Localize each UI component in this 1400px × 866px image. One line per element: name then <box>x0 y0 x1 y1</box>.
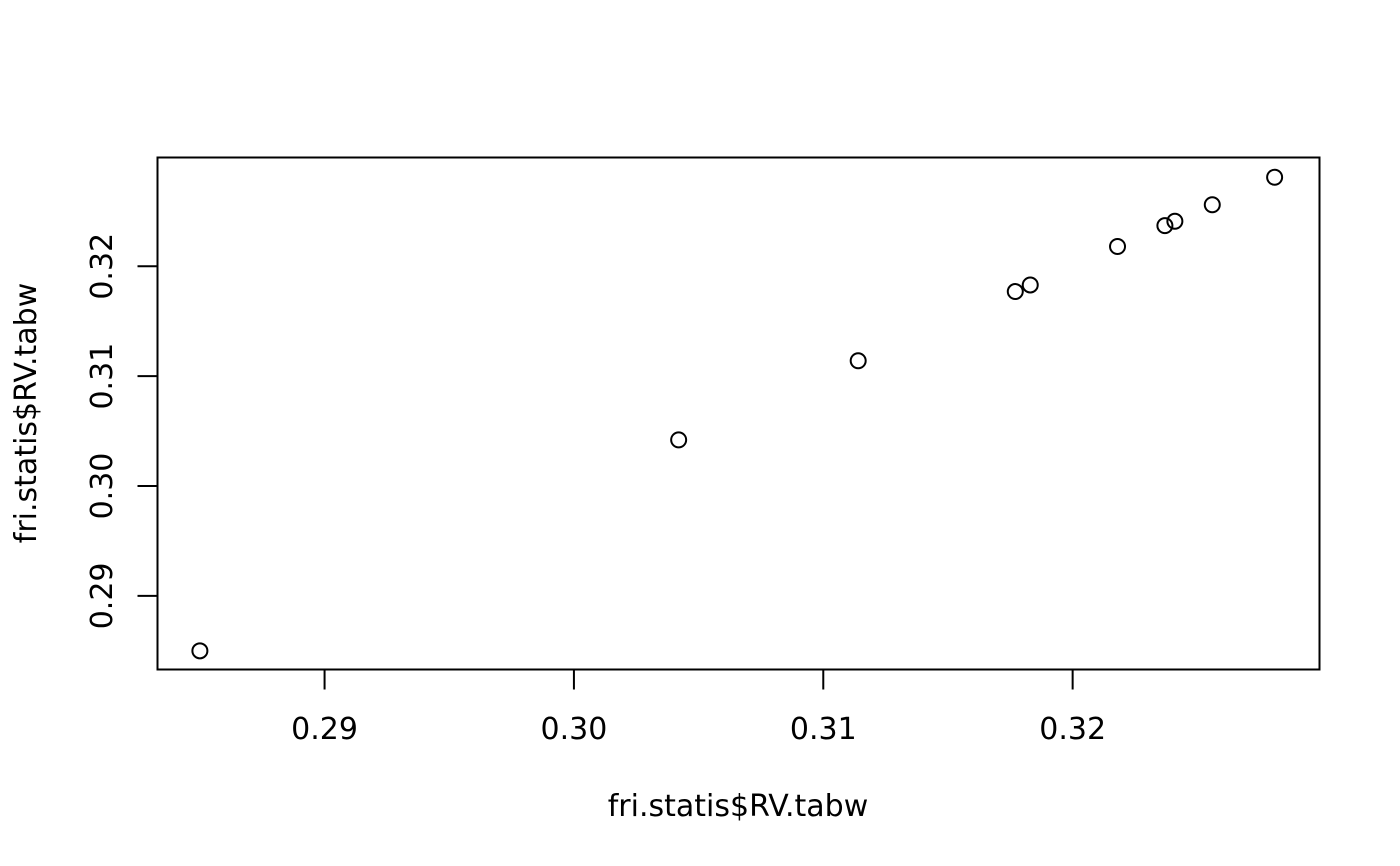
x-tick-label: 0.29 <box>291 712 358 747</box>
data-point <box>1006 283 1024 301</box>
x-tick-label: 0.32 <box>1039 712 1106 747</box>
data-point <box>1156 217 1174 235</box>
data-point <box>849 352 867 370</box>
data-point <box>191 642 209 660</box>
y-axis-title: fri.statis$RV.tabw <box>9 283 44 543</box>
y-tick-label: 0.30 <box>85 453 120 520</box>
x-tick-label: 0.30 <box>541 712 608 747</box>
data-point <box>1109 237 1127 255</box>
y-axis: 0.29 0.30 0.31 0.32 <box>85 233 159 629</box>
data-point <box>670 431 688 449</box>
y-tick-label: 0.29 <box>85 562 120 629</box>
x-axis: 0.29 0.30 0.31 0.32 <box>291 668 1106 747</box>
x-tick-label: 0.31 <box>790 712 857 747</box>
plot-frame <box>156 156 1321 671</box>
x-axis-title: fri.statis$RV.tabw <box>608 789 868 824</box>
y-tick-label: 0.32 <box>85 233 120 300</box>
data-point <box>1203 196 1221 214</box>
y-tick-label: 0.31 <box>85 343 120 410</box>
data-point <box>1021 276 1039 294</box>
data-points <box>191 168 1284 660</box>
data-point <box>1266 168 1284 186</box>
data-point <box>1166 212 1184 230</box>
